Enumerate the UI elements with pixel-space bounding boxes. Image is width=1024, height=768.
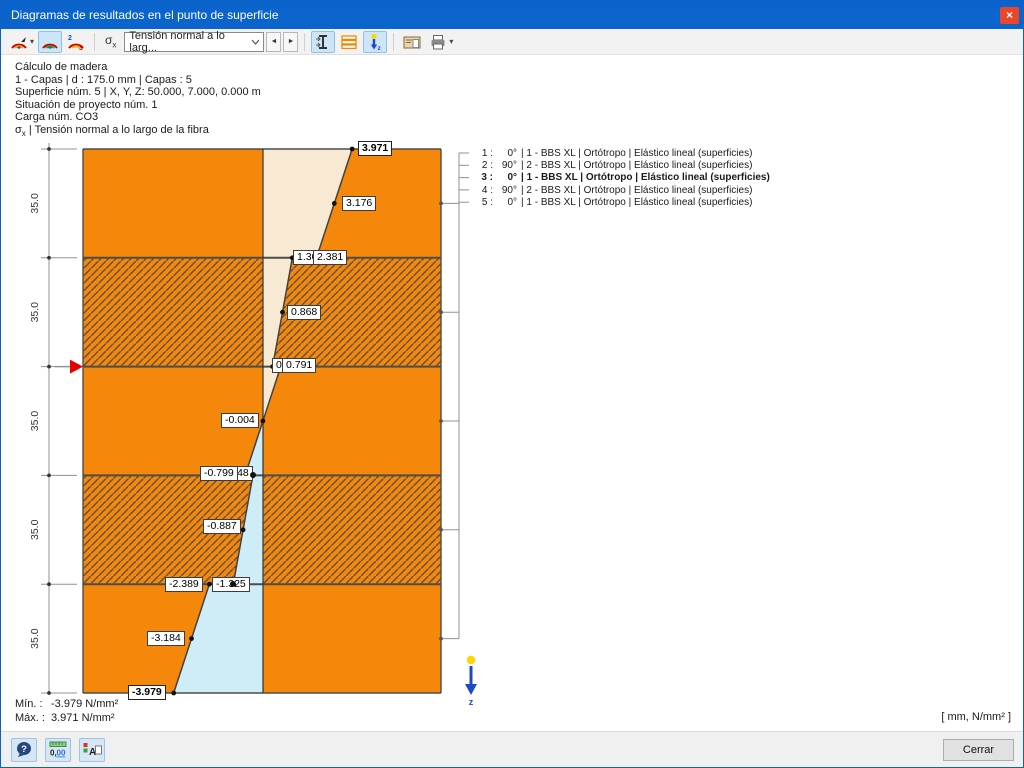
report-button[interactable] — [400, 31, 424, 53]
svg-text:0,: 0, — [50, 749, 57, 758]
diagram-node-dot — [230, 581, 237, 588]
section-diagram-button[interactable] — [311, 30, 336, 53]
close-dialog-button[interactable]: Cerrar — [943, 739, 1014, 761]
svg-text:A: A — [89, 747, 96, 758]
info-line: Superficie núm. 5 | X, Y, Z: 50.000, 7.0… — [15, 86, 261, 99]
stress-value-label: -0.004 — [221, 413, 259, 428]
max-value: 3.971 N/mm² — [51, 711, 115, 724]
stress-value-label: 3.971 — [358, 141, 393, 156]
next-result-button[interactable]: ► — [283, 31, 299, 52]
rainbow-surface-icon — [42, 43, 58, 49]
display-properties-button[interactable]: A — [79, 738, 105, 762]
stress-value-label: 2.381 — [313, 250, 348, 265]
svg-text:3: 3 — [79, 45, 83, 51]
dimension-label: 35.0 — [29, 411, 41, 432]
decimal-places-button[interactable]: 0, 00 — [45, 738, 71, 762]
min-value: -3.979 N/mm² — [51, 698, 119, 710]
previous-result-button[interactable]: ◄ — [266, 31, 282, 52]
info-line-sigma: σx | Tensión normal a lo largo de la fib… — [15, 123, 209, 139]
legend-row: 1 :0° | 1 - BBS XL | Ortótropo | Elástico… — [481, 147, 753, 159]
section-ibeam-icon — [316, 34, 328, 49]
window-title: Diagramas de resultados en el punto de s… — [11, 8, 279, 22]
layers-view-button[interactable] — [337, 31, 361, 53]
stress-value-label: 0.791 — [282, 358, 317, 373]
comment-button[interactable]: ? — [11, 738, 37, 762]
dimension-label: 35.0 — [29, 193, 41, 214]
rainbow-layers-icon: 2 3 — [68, 35, 84, 51]
legend-row: 4 :90° | 2 - BBS XL | Ortótropo | Elástic… — [481, 184, 753, 196]
z-axis-origin-dot — [466, 655, 476, 665]
svg-text:00: 00 — [57, 749, 66, 758]
diagram-node-dot — [249, 472, 256, 479]
z-axis-arrow-icon — [465, 684, 477, 695]
layer-results-button[interactable]: 2 3 — [64, 31, 88, 53]
dimension-label: 35.0 — [29, 628, 41, 649]
minmax-block: Mín. : -3.979 N/mm² Máx. :3.971 N/mm² — [15, 698, 118, 725]
chevron-down-icon — [251, 39, 260, 45]
layer-1 — [83, 149, 441, 258]
legend-row: 2 :90° | 2 - BBS XL | Ortótropo | Elástic… — [481, 159, 753, 171]
z-axis-arrow-icon: z — [371, 33, 382, 51]
bottom-bar: ? 0, 00 A Cerrar — [1, 731, 1023, 767]
info-line: 1 - Capas | d : 175.0 mm | Capas : 5 — [15, 73, 192, 86]
result-info-block: Cálculo de madera 1 - Capas | d : 175.0 … — [15, 61, 261, 141]
info-line: Carga núm. CO3 — [15, 111, 99, 124]
min-line: Mín. : -3.979 N/mm² — [15, 698, 119, 710]
comment-question-icon: ? — [17, 742, 31, 757]
print-button[interactable]: ▾ — [426, 31, 455, 53]
rainbow-results-icon — [11, 36, 27, 49]
toolbar-separator — [304, 32, 306, 51]
toolbar-separator — [393, 32, 395, 51]
report-card-icon — [403, 36, 421, 48]
result-type-combobox[interactable]: Tensión normal a lo larg... — [124, 29, 265, 54]
svg-text:z: z — [378, 45, 382, 51]
z-axis-label: z — [469, 697, 474, 707]
stress-value-label: -3.184 — [147, 631, 185, 646]
toolbar: ▾ 2 3 σx Tensión normal a lo larg... ◄ ► — [1, 29, 1023, 55]
combobox-value: Tensión normal a lo larg... — [129, 29, 225, 54]
results-diagram-button[interactable]: ▾ — [7, 31, 36, 53]
info-line: Cálculo de madera — [15, 61, 108, 73]
chevron-down-icon: ▾ — [449, 37, 454, 46]
sigma-x-label: σx — [105, 33, 117, 50]
toolbar-separator — [94, 32, 96, 51]
layers-icon — [341, 34, 358, 49]
stress-value-label: -2.389 — [165, 577, 203, 592]
current-point-arrow-icon — [70, 359, 83, 374]
dimension-label: 35.0 — [29, 519, 41, 540]
legend-row: 5 :0° | 1 - BBS XL | Ortótropo | Elástico… — [481, 196, 753, 208]
surface-results-button[interactable] — [38, 30, 63, 53]
title-bar: Diagramas de resultados en el punto de s… — [1, 1, 1023, 29]
layer-legend: 1 :0° | 1 - BBS XL | Ortótropo | Elástico… — [477, 147, 770, 208]
stress-value-label: 0.868 — [287, 305, 322, 320]
legend-row: 3 :0° | 1 - BBS XL | Ortótropo | Elástico… — [481, 172, 770, 184]
printer-icon — [431, 34, 445, 49]
stress-value-label: -3.979 — [128, 685, 166, 700]
z-direction-button[interactable]: z — [363, 30, 388, 53]
stress-value-label: -0.887 — [203, 519, 241, 534]
chevron-down-icon: ▾ — [30, 37, 35, 46]
close-icon[interactable]: × — [1000, 6, 1019, 24]
svg-text:?: ? — [21, 744, 27, 755]
max-line: Máx. :3.971 N/mm² — [15, 711, 115, 724]
info-line: Situación de proyecto núm. 1 — [15, 98, 158, 111]
stress-value-label: -0.799 — [200, 466, 238, 481]
dimension-label: 35.0 — [29, 302, 41, 323]
display-properties-icon: A — [83, 743, 102, 758]
stress-diagram: 35.0 35.0 35.0 35.0 35.0 z — [29, 143, 477, 707]
stress-value-label: 3.176 — [342, 196, 377, 211]
decimals-icon: 0, 00 — [49, 741, 67, 758]
units-label: [ mm, N/mm² ] — [941, 711, 1011, 723]
svg-text:2: 2 — [68, 35, 72, 42]
